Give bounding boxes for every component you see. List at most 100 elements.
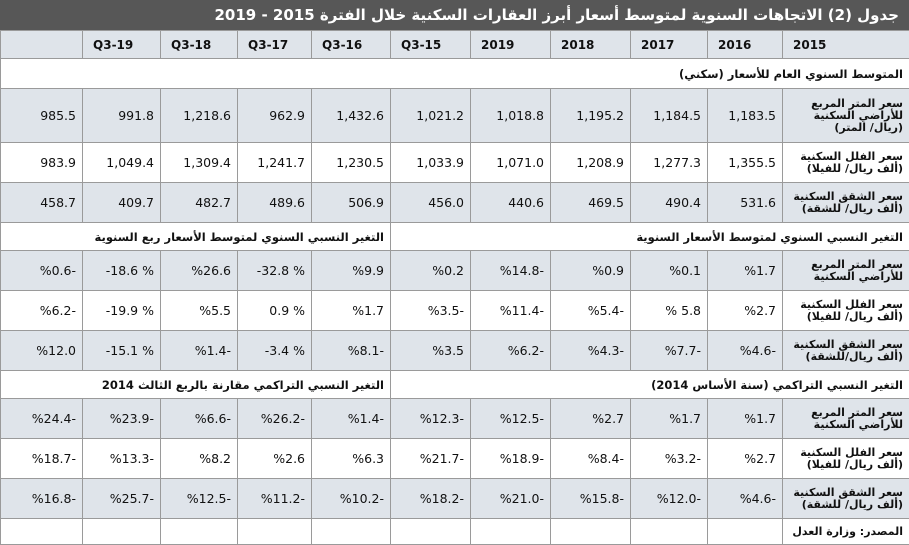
value-cell: %12.0 [1,331,83,371]
header-cell: 19-Q3 [83,31,161,59]
value-cell: %6.2- [1,291,83,331]
empty-cell [161,519,238,545]
value-cell: %3.2- [631,439,708,479]
value-cell: %7.7- [631,331,708,371]
value-cell: %0.2 [391,251,471,291]
table-row: سعر الشقق السكنية (ألف ريال/للشقة)%4.6-%… [1,331,909,371]
value-cell: 1,049.4 [83,143,161,183]
row-label: سعر الفلل السكنية (ألف ريال/ للفيلا) [783,439,909,479]
value-cell: %2.7 [708,439,783,479]
value-cell: 1,277.3 [631,143,708,183]
row-label: سعر الفلل السكنية (ألف ريال/ للفيلا) [783,143,909,183]
value-cell: %0.1 [631,251,708,291]
value-cell: %4.3- [551,331,631,371]
value-cell: 1,241.7 [238,143,312,183]
value-cell: %14.8- [471,251,551,291]
value-cell: 1,195.2 [551,89,631,143]
value-cell: 489.6 [238,183,312,223]
value-cell: 1,183.5 [708,89,783,143]
section-title: التغير النسبي التراكمي مقارنة بالربع الث… [1,371,391,399]
empty-cell [471,519,551,545]
empty-cell [312,519,391,545]
header-cell: 2017 [631,31,708,59]
value-cell: %16.8- [1,479,83,519]
value-cell: %24.4- [1,399,83,439]
table-row: المصدر: وزارة العدل [1,519,909,545]
value-cell: % 5.8 [631,291,708,331]
value-cell: %26.2- [238,399,312,439]
value-cell: %1.7 [312,291,391,331]
value-cell: 1,033.9 [391,143,471,183]
value-cell: 469.5 [551,183,631,223]
value-cell: 1,230.5 [312,143,391,183]
value-cell: 409.7 [83,183,161,223]
empty-cell [551,519,631,545]
value-cell: %2.6 [238,439,312,479]
value-cell: %25.7- [83,479,161,519]
value-cell: %18.2- [391,479,471,519]
header-cell [1,31,83,59]
value-cell: %8.1- [312,331,391,371]
value-cell: %23.9- [83,399,161,439]
value-cell: %6.3 [312,439,391,479]
value-cell: %21.7- [391,439,471,479]
value-cell: %5.5 [161,291,238,331]
table-row: سعر الشقق السكنية (ألف ريال/ للشقة)531.6… [1,183,909,223]
value-cell: -19.9 % [83,291,161,331]
value-cell: %18.7- [1,439,83,479]
value-cell: 531.6 [708,183,783,223]
empty-cell [83,519,161,545]
value-cell: %18.9- [471,439,551,479]
row-label: سعر الشقق السكنية (ألف ريال/ للشقة) [783,183,909,223]
row-label: سعر الشقق السكنية (ألف ريال/ للشقة) [783,479,909,519]
value-cell: %12.0- [631,479,708,519]
value-cell: %1.4- [161,331,238,371]
value-cell: %0.6- [1,251,83,291]
value-cell: %15.8- [551,479,631,519]
table-row: سعر الفلل السكنية (ألف ريال/ للفيلا)%2.7… [1,291,909,331]
value-cell: %0.9 [551,251,631,291]
value-cell: -3.4 % [238,331,312,371]
header-cell: 15-Q3 [391,31,471,59]
value-cell: 1,018.8 [471,89,551,143]
value-cell: -32.8 % [238,251,312,291]
row-label: سعر الشقق السكنية (ألف ريال/للشقة) [783,331,909,371]
header-cell: 16-Q3 [312,31,391,59]
value-cell: %12.5- [471,399,551,439]
empty-cell [1,519,83,545]
value-cell: 490.4 [631,183,708,223]
value-cell: %11.2- [238,479,312,519]
value-cell: 440.6 [471,183,551,223]
value-cell: %4.6- [708,331,783,371]
header-cell: 2019 [471,31,551,59]
table-row: سعر المتر المربع للأراضي السكنية (ريال/ … [1,89,909,143]
empty-cell [391,519,471,545]
table-row: سعر الفلل السكنية (ألف ريال/ للفيلا)%2.7… [1,439,909,479]
value-cell: %12.3- [391,399,471,439]
header-cell: 17-Q3 [238,31,312,59]
value-cell: %1.7 [708,399,783,439]
table-title: جدول (2) الاتجاهات السنوية لمتوسط أسعار … [0,0,909,30]
value-cell: %6.6- [161,399,238,439]
value-cell: %5.4- [551,291,631,331]
section-title: التغير النسبي التراكمي (سنة الأساس 2014) [391,371,909,399]
value-cell: 962.9 [238,89,312,143]
value-cell: 991.8 [83,89,161,143]
value-cell: 1,355.5 [708,143,783,183]
table-row: التغير النسبي التراكمي (سنة الأساس 2014)… [1,371,909,399]
value-cell: %8.4- [551,439,631,479]
value-cell: %2.7 [708,291,783,331]
value-cell: %3.5 [391,331,471,371]
value-cell: 506.9 [312,183,391,223]
value-cell: %1.7 [708,251,783,291]
value-cell: 458.7 [1,183,83,223]
section-title: التغير النسبي السنوي لمتوسط الأسعار ربع … [1,223,391,251]
header-cell: 2018 [551,31,631,59]
value-cell: 0.9 % [238,291,312,331]
section-title: المتوسط السنوي العام للأسعار (سكني) [1,59,909,89]
value-cell: %4.6- [708,479,783,519]
value-cell: -15.1 % [83,331,161,371]
